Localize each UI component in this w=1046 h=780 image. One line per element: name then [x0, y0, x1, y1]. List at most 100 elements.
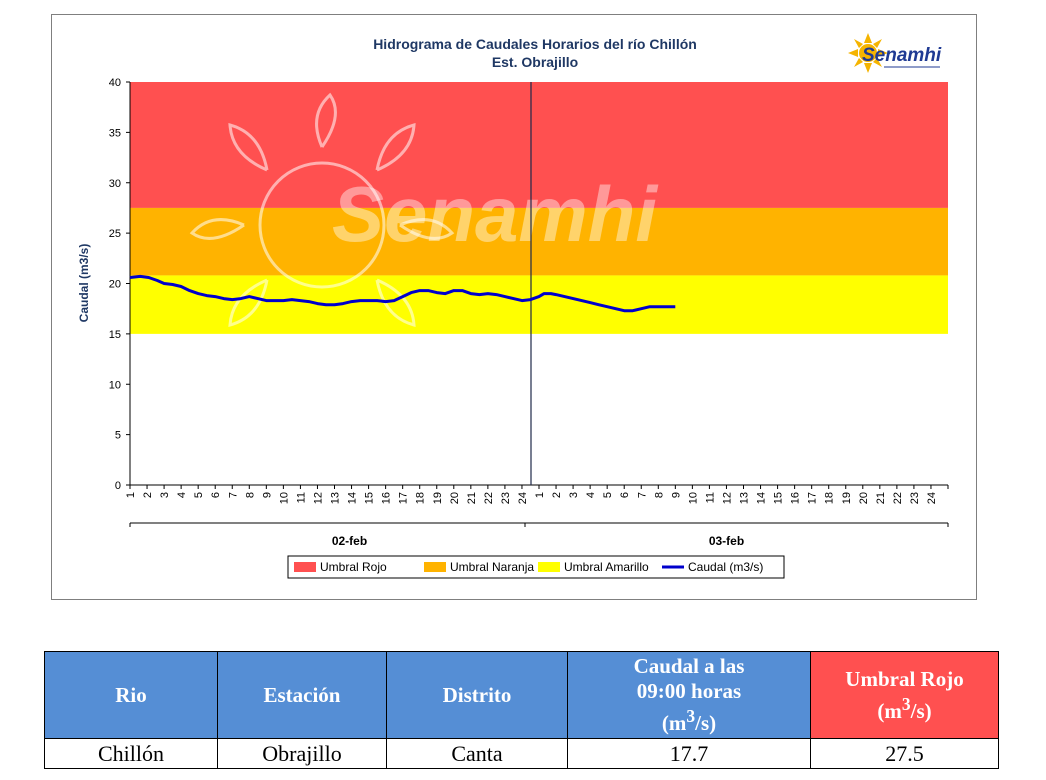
header-caudal-line1: Caudal a las	[633, 654, 745, 678]
header-caudal: Caudal a las 09:00 horas (m3/s)	[567, 651, 811, 739]
x-tick-label: 23	[909, 492, 921, 504]
cell-distrito: Canta	[386, 738, 568, 769]
x-tick-label: 3	[159, 492, 171, 498]
x-tick-label: 20	[858, 492, 870, 504]
legend-label: Umbral Naranja	[450, 560, 534, 574]
legend-label: Caudal (m3/s)	[688, 560, 763, 574]
senamhi-logo: Senamhi	[848, 33, 942, 73]
watermark-sun-icon	[189, 92, 455, 327]
y-tick-label: 20	[109, 279, 121, 291]
legend-label: Umbral Rojo	[320, 560, 387, 574]
x-tick-label: 11	[704, 492, 716, 503]
y-tick-label: 35	[109, 127, 121, 139]
legend-label: Umbral Amarillo	[564, 560, 649, 574]
y-tick-label: 30	[109, 178, 121, 190]
date-label: 02-feb	[332, 534, 367, 548]
x-tick-label: 21	[875, 492, 887, 504]
senamhi-watermark: Senamhi	[189, 92, 658, 327]
header-umbral-unit-sup: 3	[901, 693, 911, 714]
header-umbral-unit-base: (m	[877, 698, 902, 723]
header-distrito: Distrito	[386, 651, 568, 739]
x-tick-label: 15	[364, 492, 376, 504]
x-tick-label: 4	[176, 492, 188, 498]
x-tick-label: 1	[125, 492, 137, 498]
y-tick-label: 40	[109, 77, 121, 89]
x-tick-label: 6	[210, 492, 222, 498]
header-caudal-unit-sup: 3	[686, 706, 696, 726]
y-tick-label: 5	[115, 430, 121, 442]
x-tick-label: 18	[824, 492, 836, 504]
x-tick-label: 9	[670, 492, 682, 498]
legend-swatch	[424, 562, 446, 572]
x-tick-label: 1	[534, 492, 546, 498]
legend-swatch	[538, 562, 560, 572]
x-tick-label: 18	[415, 492, 427, 504]
x-tick-label: 22	[483, 492, 495, 504]
x-tick-label: 6	[619, 492, 631, 498]
y-tick-label: 0	[115, 480, 121, 492]
x-tick-label: 16	[790, 492, 802, 504]
threshold-band-1	[130, 207, 948, 276]
cell-rio: Chillón	[44, 738, 218, 769]
x-tick-label: 8	[653, 492, 665, 498]
x-tick-label: 12	[312, 492, 324, 504]
header-umbral-rojo: Umbral Rojo (m3/s)	[810, 651, 999, 739]
header-caudal-unit-end: /s)	[695, 711, 717, 735]
info-table: Rio Estación Distrito Caudal a las 09:00…	[44, 651, 999, 769]
sun-icon	[848, 33, 888, 73]
x-tick-label: 7	[636, 492, 648, 498]
x-tick-label: 23	[500, 492, 512, 504]
y-tick-label: 10	[109, 379, 121, 391]
x-tick-label: 12	[721, 492, 733, 504]
series-layer	[129, 274, 676, 313]
x-tick-label: 17	[398, 492, 410, 504]
y-tick-label: 25	[109, 228, 121, 240]
x-tick-label: 20	[449, 492, 461, 504]
x-tick-label: 15	[773, 492, 785, 504]
header-estacion: Estación	[217, 651, 387, 739]
x-tick-label: 19	[432, 492, 444, 504]
x-tick-label: 13	[739, 492, 751, 504]
threshold-band-0	[130, 82, 948, 208]
x-tick-label: 14	[347, 492, 359, 504]
logo-text: Senamhi	[862, 45, 942, 66]
legend: Umbral Rojo Umbral Naranja Umbral Amarillo…	[287, 555, 785, 579]
table-row: Chillón Obrajillo Canta 17.7 27.5	[44, 738, 999, 769]
x-tick-label: 13	[330, 492, 342, 504]
x-tick-label: 24	[517, 492, 529, 504]
x-tick-label: 8	[244, 492, 256, 498]
x-tick-label: 5	[602, 492, 614, 498]
x-tick-label: 3	[568, 492, 580, 498]
chart-frame: Hidrograma de Caudales Horarios del río …	[51, 14, 977, 600]
x-tick-label: 16	[381, 492, 393, 504]
header-umbral-line1: Umbral Rojo	[845, 666, 964, 691]
table-header-row: Rio Estación Distrito Caudal a las 09:00…	[44, 651, 999, 739]
x-tick-label: 19	[841, 492, 853, 504]
hydrograph-chart: Hidrograma de Caudales Horarios del río …	[77, 33, 949, 579]
x-tick-label: 10	[278, 492, 290, 504]
x-tick-label: 2	[142, 492, 154, 498]
x-tick-label: 4	[585, 492, 597, 498]
series-line-0	[129, 274, 676, 313]
header-rio: Rio	[44, 651, 218, 739]
chart-subtitle: Est. Obrajillo	[492, 54, 578, 70]
x-tick-label: 2	[551, 492, 563, 498]
watermark-text: Senamhi	[332, 170, 658, 258]
header-caudal-line2: 09:00 horas	[636, 679, 742, 703]
x-tick-label: 7	[227, 492, 239, 498]
cell-estacion: Obrajillo	[217, 738, 387, 769]
legend-swatch	[294, 562, 316, 572]
x-tick-label: 5	[193, 492, 205, 498]
threshold-band-2	[130, 275, 948, 334]
x-tick-label: 24	[926, 492, 938, 504]
header-umbral-unit-end: /s)	[910, 698, 932, 723]
y-axis-label: Caudal (m3/s)	[77, 244, 91, 323]
y-tick-label: 15	[109, 329, 121, 341]
date-label: 03-feb	[709, 534, 744, 548]
x-tick-label: 17	[807, 492, 819, 504]
x-tick-label: 9	[261, 492, 273, 498]
x-tick-label: 10	[687, 492, 699, 504]
x-tick-label: 14	[756, 492, 768, 504]
threshold-bands	[130, 82, 948, 334]
